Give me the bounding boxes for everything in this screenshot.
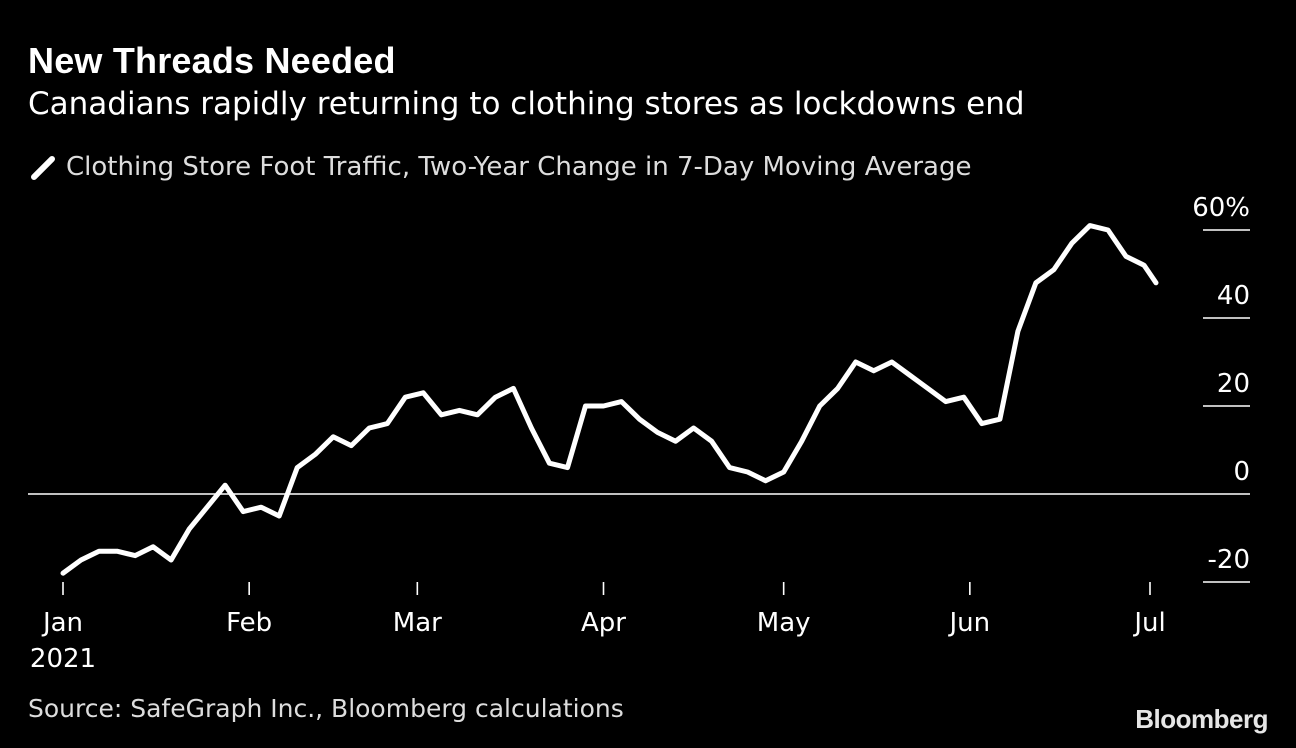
series-line: [60, 223, 1159, 576]
y-tick-label: 40: [1217, 281, 1250, 311]
legend-line-icon: [31, 156, 55, 180]
legend: Clothing Store Foot Traffic, Two-Year Ch…: [30, 152, 971, 182]
bloomberg-logo: Bloomberg: [1135, 704, 1268, 734]
y-tick-label: 20: [1217, 369, 1250, 399]
source-note: Source: SafeGraph Inc., Bloomberg calcul…: [28, 694, 624, 723]
x-tick-sublabel: 2021: [30, 644, 96, 674]
x-tick-label: Jul: [1132, 608, 1165, 638]
x-tick-label: Feb: [226, 608, 272, 638]
x-tick-label: Apr: [581, 608, 626, 638]
y-tick-label: -20: [1208, 545, 1250, 575]
chart-subtitle: Canadians rapidly returning to clothing …: [28, 86, 1025, 122]
y-tick-label: 0: [1233, 457, 1250, 487]
x-tick-label: Jun: [948, 608, 991, 638]
x-tick-label: Mar: [393, 608, 442, 638]
chart-title: New Threads Needed: [28, 40, 396, 81]
x-tick-label: Jan: [41, 608, 83, 638]
legend-label: Clothing Store Foot Traffic, Two-Year Ch…: [66, 152, 972, 182]
x-tick-label: May: [757, 608, 811, 638]
y-tick-label: 60%: [1192, 193, 1250, 223]
